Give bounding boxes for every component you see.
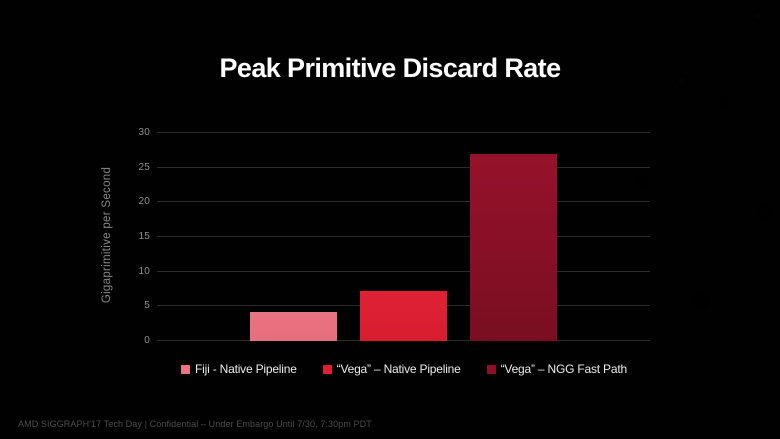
y-tick-label: 25 <box>138 161 150 173</box>
gridline <box>157 270 650 272</box>
gridline <box>157 166 650 168</box>
chart-legend: Fiji - Native Pipeline “Vega” – Native Pi… <box>14 361 780 377</box>
gridline <box>157 236 650 237</box>
bar-1 <box>360 291 447 341</box>
legend-swatch <box>486 364 496 374</box>
y-tick-label: 10 <box>138 265 150 277</box>
gridline <box>157 132 650 133</box>
gridline <box>157 201 650 203</box>
y-tick-label: 5 <box>144 300 150 312</box>
y-tick-label: 20 <box>138 196 150 208</box>
legend-swatch <box>181 364 191 374</box>
y-tick-label: 0 <box>144 335 150 346</box>
legend-item: “Vega” – NGG Fast Path <box>486 361 628 377</box>
y-axis-ticks: 0 5 10 15 20 25 30 <box>110 127 150 346</box>
legend-label: “Vega” – NGG Fast Path <box>500 362 628 376</box>
legend-item: “Vega” – Native Pipeline <box>322 361 461 377</box>
y-tick-label: 15 <box>138 231 150 242</box>
legend-swatch <box>322 364 332 374</box>
bar-0 <box>250 311 337 341</box>
legend-label: Fiji - Native Pipeline <box>195 362 297 376</box>
y-tick-label: 30 <box>138 127 150 138</box>
legend-item: Fiji - Native Pipeline <box>181 361 297 377</box>
plot-area <box>157 132 650 341</box>
chart-title: Peak Primitive Discard Rate <box>219 53 562 83</box>
legend-label: “Vega” – Native Pipeline <box>336 362 461 376</box>
bar-2 <box>470 153 557 341</box>
footer-text: AMD SIGGRAPH'17 Tech Day | Confidential … <box>18 419 372 429</box>
